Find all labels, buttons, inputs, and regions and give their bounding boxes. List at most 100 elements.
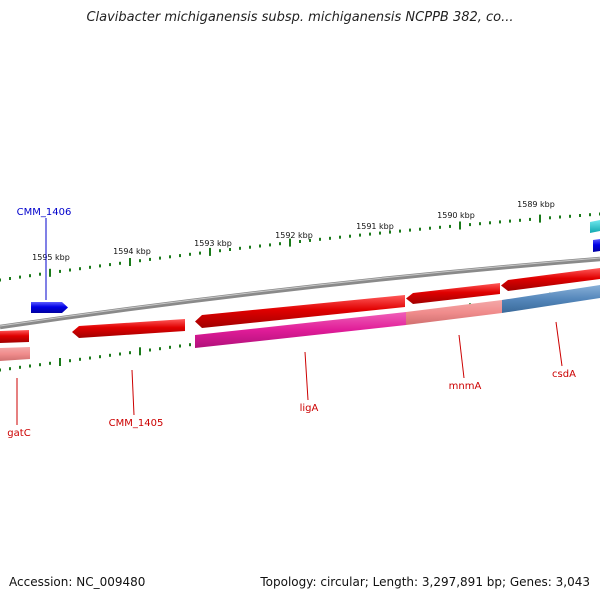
- scale-upper-minor-tick: [269, 243, 271, 247]
- scale-lower-minor-tick: [39, 363, 41, 367]
- scale-upper-minor-tick: [9, 277, 11, 280]
- gene-label-mnmA[interactable]: mnmA: [449, 381, 482, 392]
- tick-label-1595: 1595 kbp: [32, 253, 70, 262]
- scale-upper-minor-tick: [499, 220, 501, 224]
- scale-upper-minor-tick: [19, 275, 21, 279]
- scale-upper-minor-tick: [359, 233, 361, 237]
- scale-upper-major-tick: [209, 247, 211, 256]
- scale-upper-minor-tick: [509, 219, 511, 223]
- scale-upper-minor-tick: [309, 238, 311, 242]
- scale-ruler-upper: [0, 212, 600, 282]
- scale-upper-minor-tick: [479, 222, 481, 226]
- genome-backbone-highlight: [0, 257, 600, 327]
- scale-upper-minor-tick: [549, 216, 551, 220]
- gene-gatC[interactable]: [0, 330, 29, 343]
- scale-upper-minor-tick: [99, 264, 101, 268]
- scale-upper-minor-tick: [69, 268, 71, 272]
- scale-upper-minor-tick: [469, 223, 471, 227]
- scale-lower-minor-tick: [0, 368, 1, 372]
- leader-mnmA: [458, 334, 465, 379]
- scale-upper-minor-tick: [159, 256, 161, 260]
- scale-upper-minor-tick: [299, 240, 301, 243]
- gene-label-csdA[interactable]: csdA: [552, 369, 576, 380]
- leader-ligA: [304, 351, 309, 401]
- scale-lower-minor-tick: [119, 352, 121, 356]
- scale-lower-minor-tick: [89, 356, 91, 360]
- scale-upper-minor-tick: [409, 228, 411, 232]
- scale-lower-minor-tick: [19, 365, 21, 369]
- scale-upper-minor-tick: [279, 242, 281, 246]
- gene-label-gatC[interactable]: gatC: [7, 428, 30, 439]
- gene-mnmA[interactable]: [406, 283, 500, 304]
- scale-upper-minor-tick: [439, 225, 441, 229]
- scale-upper-minor-tick: [259, 244, 261, 248]
- scale-upper-major-tick: [539, 214, 541, 223]
- scale-upper-minor-tick: [339, 235, 341, 239]
- scale-upper-minor-tick: [489, 221, 491, 225]
- gene-ligA-cog: [195, 312, 406, 348]
- genome-backbone: [0, 256, 600, 330]
- tick-label-1593: 1593 kbp: [194, 239, 232, 248]
- scale-upper-minor-tick: [0, 278, 1, 282]
- scale-upper-minor-tick: [349, 234, 351, 238]
- tick-label-1589: 1589 kbp: [517, 200, 555, 209]
- gene-label-cmm-1406[interactable]: CMM_1406: [17, 207, 72, 218]
- gene-cmm-1406[interactable]: [31, 302, 68, 313]
- genome-summary: Topology: circular; Length: 3,297,891 bp…: [260, 575, 590, 589]
- scale-upper-minor-tick: [179, 254, 181, 258]
- scale-lower-minor-tick: [169, 345, 171, 349]
- scale-lower-minor-tick: [69, 359, 71, 363]
- scale-lower-minor-tick: [109, 353, 111, 357]
- scale-upper-minor-tick: [229, 248, 231, 251]
- scale-upper-minor-tick: [29, 274, 31, 278]
- scale-upper-minor-tick: [59, 269, 61, 273]
- scale-upper-minor-tick: [559, 215, 561, 219]
- scale-upper-minor-tick: [39, 272, 41, 276]
- scale-upper-major-tick: [459, 221, 461, 230]
- gene-edge-cyan: [590, 220, 600, 233]
- gene-ligA[interactable]: [195, 295, 405, 328]
- accession-label: Accession: NC_009480: [9, 575, 146, 589]
- scale-upper-major-tick: [129, 258, 131, 266]
- scale-lower-minor-tick: [189, 343, 191, 347]
- scale-upper-major-tick: [289, 238, 291, 247]
- scale-upper-minor-tick: [219, 249, 221, 253]
- scale-upper-minor-tick: [319, 237, 321, 241]
- tick-label-1591: 1591 kbp: [356, 222, 394, 231]
- scale-lower-minor-tick: [9, 367, 11, 371]
- scale-upper-minor-tick: [369, 232, 371, 236]
- gene-csdA[interactable]: [501, 268, 600, 291]
- scale-upper-minor-tick: [389, 230, 391, 234]
- scale-lower-minor-tick: [159, 347, 161, 351]
- scale-lower-minor-tick: [49, 361, 51, 365]
- scale-upper-minor-tick: [109, 263, 111, 267]
- scale-upper-minor-tick: [569, 214, 571, 218]
- scale-upper-minor-tick: [139, 259, 141, 263]
- scale-upper-minor-tick: [199, 251, 201, 255]
- scale-upper-minor-tick: [529, 217, 531, 221]
- gene-label-ligA[interactable]: ligA: [300, 403, 319, 414]
- gene-label-cmm-1405[interactable]: CMM_1405: [109, 418, 164, 429]
- gene-cmm-1405[interactable]: [72, 319, 185, 338]
- scale-lower-major-tick: [59, 358, 61, 366]
- scale-upper-major-tick: [49, 268, 51, 277]
- gene-mnmA-cog: [406, 300, 502, 325]
- scale-lower-minor-tick: [129, 351, 131, 355]
- scale-upper-minor-tick: [519, 218, 521, 222]
- scale-lower-major-tick: [139, 347, 141, 356]
- gene-csdA-cog: [502, 285, 600, 313]
- scale-upper-minor-tick: [449, 224, 451, 228]
- scale-lower-minor-tick: [29, 364, 31, 368]
- leader-cmm-1405: [131, 369, 135, 416]
- tick-label-1594: 1594 kbp: [113, 247, 151, 256]
- scale-upper-minor-tick: [419, 227, 421, 231]
- scale-lower-minor-tick: [149, 348, 151, 352]
- page-title: Clavibacter michiganensis subsp. michiga…: [86, 10, 514, 25]
- gene-edge-blue: [593, 239, 600, 252]
- scale-upper-minor-tick: [579, 214, 581, 217]
- scale-upper-minor-tick: [119, 261, 121, 265]
- scale-lower-minor-tick: [179, 344, 181, 348]
- tick-label-1590: 1590 kbp: [437, 211, 475, 220]
- scale-lower-minor-tick: [99, 355, 101, 359]
